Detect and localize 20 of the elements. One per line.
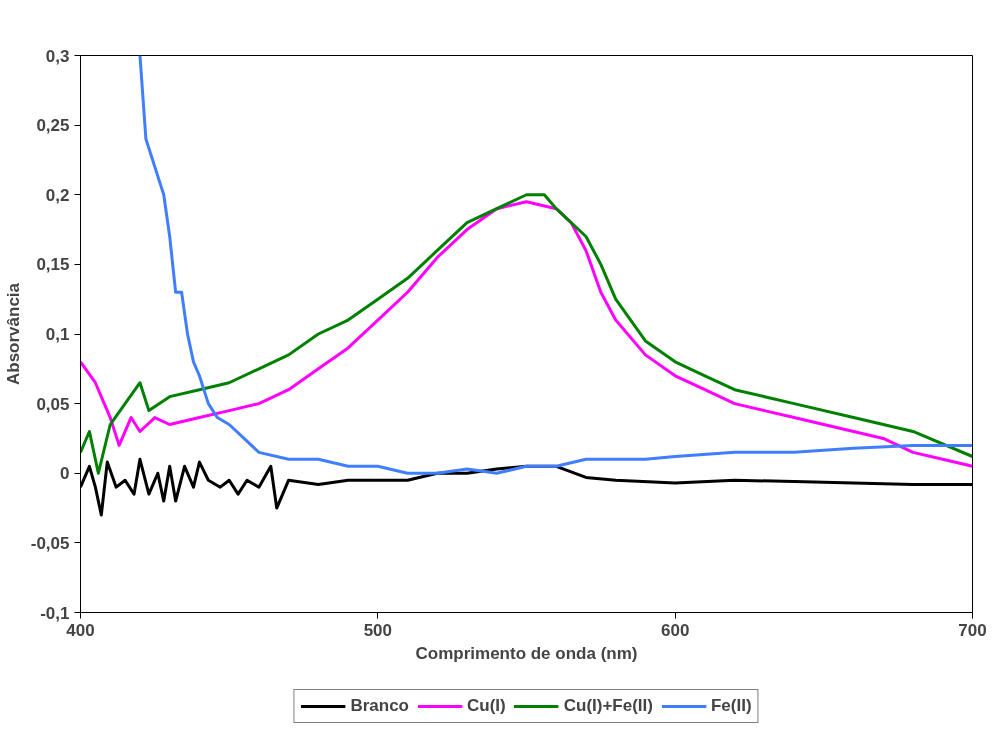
x-tick-label: 500	[363, 620, 393, 640]
y-tick-label: 0,25	[36, 116, 70, 136]
legend-label: Branco	[350, 696, 409, 716]
legend-label: Cu(I)	[467, 696, 506, 716]
y-axis-title: Absorvância	[3, 282, 23, 386]
x-tick-label: 600	[660, 620, 690, 640]
x-tick-label: 400	[66, 620, 95, 640]
y-tick-label: 0,05	[36, 394, 70, 414]
legend-label: Fe(II)	[710, 696, 752, 716]
y-tick-label: 0,15	[36, 255, 70, 275]
x-tick-label: 700	[958, 620, 987, 640]
y-tick-label: -0,05	[30, 533, 70, 553]
line-series	[138, 55, 973, 475]
y-tick-label: -0,1	[40, 603, 70, 623]
legend-label: Cu(I)+Fe(II)	[563, 696, 653, 716]
y-tick-label: 0,1	[45, 325, 70, 344]
x-axis-title: Comprimento de onda (nm)	[415, 643, 638, 663]
y-tick-label: 0,3	[45, 46, 70, 66]
y-tick-label: 0	[60, 464, 70, 484]
y-tick-label: 0,2	[45, 185, 70, 205]
